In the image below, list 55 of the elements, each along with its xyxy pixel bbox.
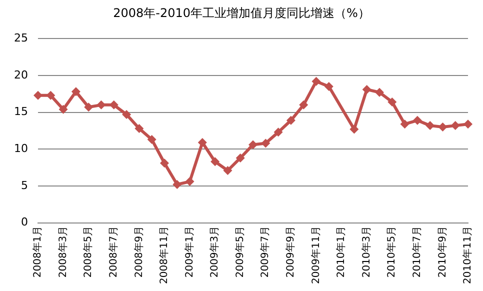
x-tick-label: 2010年9月	[436, 226, 448, 278]
point	[324, 82, 334, 91]
point	[412, 116, 422, 125]
y-tick-label: 15	[14, 105, 28, 118]
x-tick-label: 2010年1月	[335, 226, 348, 278]
y-tick-label: 20	[14, 68, 28, 82]
point	[84, 102, 94, 112]
x-tick-label: 2010年3月	[360, 226, 372, 278]
x-tick-label: 2010年5月	[386, 226, 398, 278]
point	[122, 110, 132, 119]
x-tick-label: 2008年11月	[158, 226, 170, 284]
point	[58, 104, 68, 114]
point	[464, 120, 472, 129]
y-tick-label: 5	[20, 178, 28, 192]
point	[274, 128, 283, 137]
point	[147, 135, 156, 144]
point	[198, 138, 207, 148]
x-tick-label: 2009年11月	[310, 226, 322, 284]
x-tick-label: 2009年1月	[183, 226, 196, 278]
x-tick-label: 2008年3月	[56, 226, 69, 278]
point	[160, 158, 169, 168]
x-tick-label: 2010年7月	[411, 226, 424, 278]
x-tick-label: 2008年9月	[132, 226, 145, 278]
point	[388, 97, 397, 106]
point	[286, 116, 296, 125]
x-tick-label: 2008年1月	[32, 226, 44, 278]
point	[248, 140, 258, 150]
point	[261, 138, 270, 148]
x-tick-label: 2008年7月	[107, 226, 120, 278]
y-tick-label: 10	[14, 142, 28, 155]
point	[438, 122, 448, 132]
x-tick-label: 2009年5月	[234, 226, 246, 278]
x-tick-label: 2009年9月	[284, 226, 297, 278]
point	[236, 153, 245, 162]
chart-title: 2008年-2010年工业增加值月度同比增速（%）	[112, 5, 371, 22]
point	[71, 87, 80, 96]
point	[134, 124, 144, 134]
y-tick-label: 0	[20, 216, 28, 229]
point	[350, 124, 359, 134]
point	[223, 166, 232, 176]
point	[33, 90, 42, 100]
point	[450, 121, 460, 130]
x-tick-label: 2009年3月	[208, 226, 221, 278]
point	[299, 100, 308, 110]
x-tick-label: 2009年7月	[259, 226, 272, 278]
point	[362, 84, 372, 94]
y-tick-label: 25	[14, 31, 28, 44]
point	[172, 180, 182, 190]
point	[185, 177, 194, 186]
point	[374, 88, 384, 97]
point	[210, 157, 220, 166]
point	[312, 76, 321, 86]
point	[400, 120, 410, 129]
x-tick-label: 2010年11月	[462, 226, 474, 284]
x-tick-label: 2008年5月	[82, 226, 94, 278]
